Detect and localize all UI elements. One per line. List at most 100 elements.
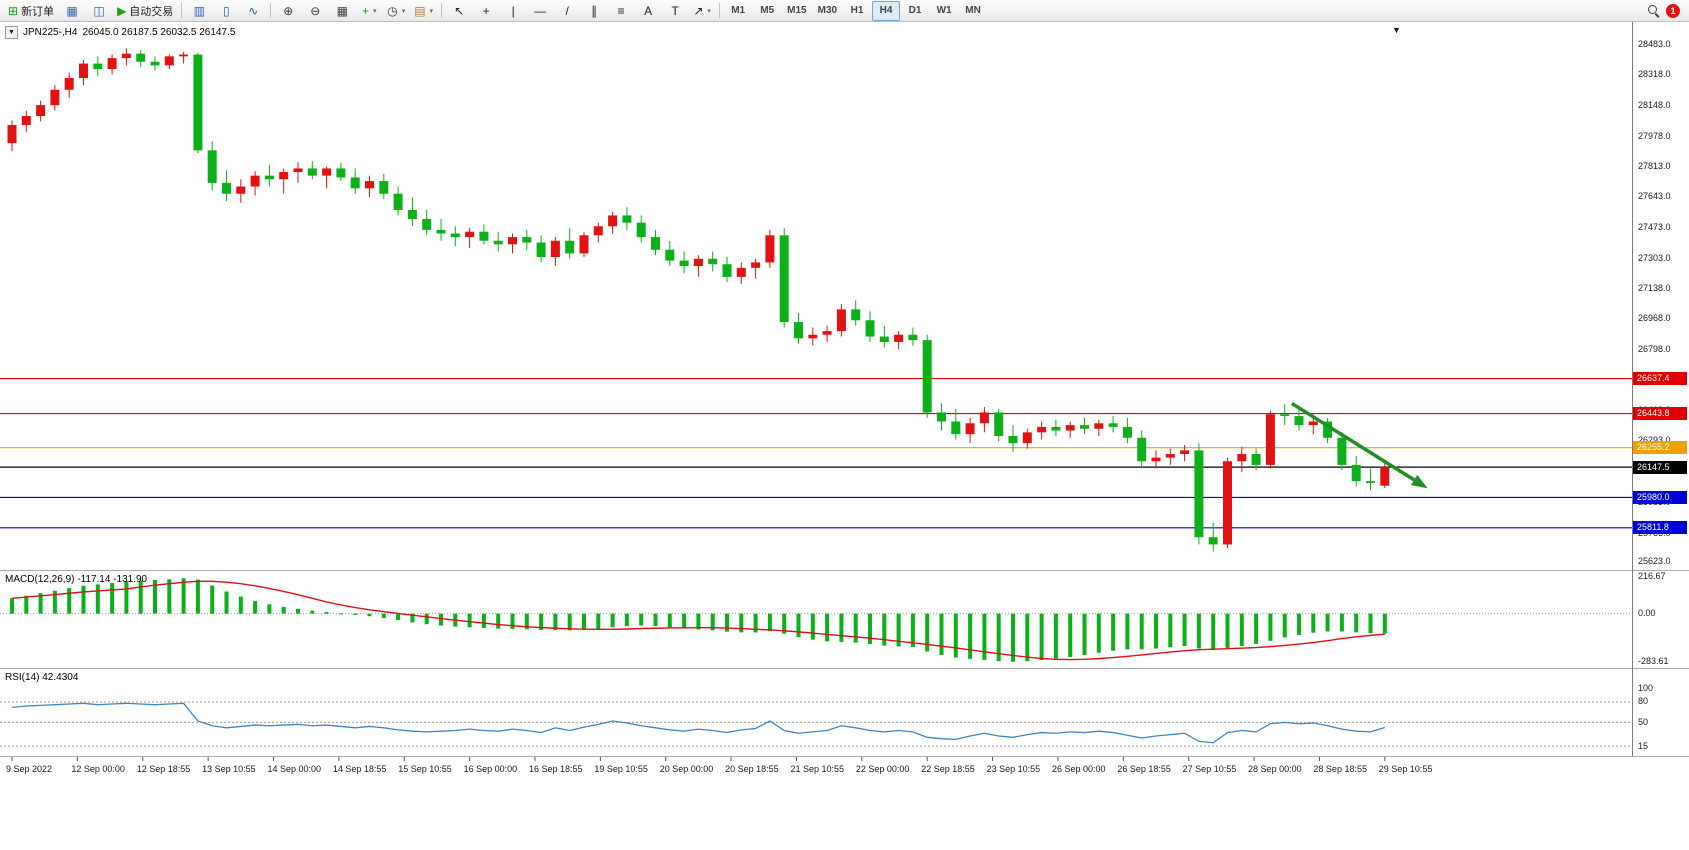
- line-chart-button[interactable]: ∿: [240, 1, 266, 21]
- macd-bar: [953, 613, 958, 658]
- zoom-out-button[interactable]: ⊖: [302, 1, 328, 21]
- crosshair-button[interactable]: +: [473, 1, 499, 21]
- macd-bar: [310, 610, 315, 614]
- candlestick-chart-button[interactable]: ▯: [213, 1, 239, 21]
- zoom-in-button[interactable]: ⊕: [275, 1, 301, 21]
- candle-body: [207, 150, 217, 183]
- one-click-collapse-button[interactable]: ▼: [5, 26, 18, 39]
- candle-body: [193, 54, 203, 151]
- macd-bar: [939, 613, 944, 655]
- symbol-period-label: JPN225-,H4: [23, 27, 78, 38]
- text-label-button[interactable]: T: [662, 1, 688, 21]
- candle-body: [493, 240, 503, 245]
- candle-body: [322, 168, 332, 176]
- macd-bar: [1039, 613, 1044, 661]
- candle-body: [1280, 414, 1290, 417]
- macd-bar: [539, 613, 544, 630]
- macd-bar: [1196, 613, 1201, 649]
- timeframe-d1-button[interactable]: D1: [908, 5, 922, 16]
- macd-bar: [467, 613, 472, 628]
- macd-bar: [167, 579, 172, 614]
- macd-bar: [982, 613, 987, 661]
- candle-body: [679, 260, 689, 267]
- indicators-button[interactable]: + ▾: [356, 1, 382, 21]
- candle-body: [693, 258, 703, 267]
- macd-bar: [1311, 613, 1316, 633]
- timeframe-m15-button[interactable]: M15: [787, 5, 807, 16]
- trend-arrow-head[interactable]: [1410, 474, 1428, 489]
- macd-bar: [1125, 613, 1130, 650]
- candle-body: [1080, 425, 1089, 429]
- macd-name: MACD(12,26,9): [5, 574, 75, 585]
- macd-bar: [639, 613, 644, 626]
- periods-button[interactable]: ◷ ▾: [383, 1, 409, 21]
- templates-button[interactable]: ▤ ▾: [410, 1, 437, 21]
- fibonacci-button[interactable]: ≡: [608, 1, 634, 21]
- candle-body: [922, 340, 932, 413]
- macd-bar: [1111, 613, 1116, 651]
- macd-bar: [725, 613, 729, 632]
- candle-body: [779, 235, 789, 323]
- macd-bar: [624, 613, 629, 627]
- candle-body: [279, 172, 289, 180]
- dropdown-arrow-icon: ▾: [429, 7, 434, 15]
- candle-body: [1137, 437, 1147, 462]
- timeframe-w1-button[interactable]: W1: [936, 5, 952, 16]
- profiles-button[interactable]: ◫: [86, 1, 112, 21]
- candle-body: [1337, 437, 1347, 465]
- rsi-line: [11, 702, 1385, 744]
- trendline-button[interactable]: /: [554, 1, 580, 21]
- candle-body: [1308, 421, 1318, 426]
- macd-bar: [410, 613, 415, 623]
- candle-body: [336, 168, 346, 178]
- timeframe-mn-button[interactable]: MN: [965, 5, 981, 16]
- macd-bar: [839, 613, 844, 642]
- timeframe-h4-button[interactable]: H4: [872, 0, 901, 21]
- zoom-out-icon: ⊖: [310, 3, 321, 18]
- bar-chart-button[interactable]: ▥: [186, 1, 212, 21]
- candle-body: [937, 412, 946, 422]
- horizontal-line-button[interactable]: —: [527, 1, 553, 21]
- macd-bar: [896, 613, 901, 647]
- candle-body: [150, 61, 160, 66]
- candle-body: [651, 237, 660, 250]
- candle-body: [365, 181, 374, 189]
- timeframe-h1-button[interactable]: H1: [850, 5, 864, 16]
- macd-bar: [968, 613, 973, 659]
- equidistant-channel-button[interactable]: ∥: [581, 1, 607, 21]
- timeframe-m1-button[interactable]: M1: [731, 5, 746, 16]
- notification-badge[interactable]: 1: [1666, 3, 1680, 18]
- macd-bar: [925, 613, 930, 652]
- new-chart-button[interactable]: ▦: [59, 1, 85, 21]
- macd-bar: [825, 613, 830, 642]
- candle-body: [808, 334, 818, 339]
- search-icon[interactable]: [1646, 3, 1661, 18]
- macd-bar: [767, 613, 772, 632]
- cursor-button[interactable]: ↖: [446, 1, 472, 21]
- arrows-button[interactable]: ↗ ▾: [689, 1, 715, 21]
- macd-bar: [1082, 613, 1087, 655]
- macd-bar: [496, 613, 501, 629]
- trend-arrow[interactable]: [1290, 401, 1416, 482]
- autotrading-button[interactable]: ▶ 自动交易: [113, 1, 177, 21]
- new-order-button[interactable]: ⊞ 新订单: [4, 1, 58, 21]
- timeframe-m5-button[interactable]: M5: [760, 5, 775, 16]
- candle-body: [1380, 467, 1390, 486]
- scroll-to-end-marker[interactable]: ▼: [1392, 25, 1401, 35]
- candle-body: [894, 334, 904, 342]
- candle-body: [1323, 421, 1333, 438]
- tile-windows-button[interactable]: ▦: [329, 1, 355, 21]
- text-button[interactable]: A: [635, 1, 661, 21]
- candle-body: [508, 237, 517, 245]
- timeframe-m30-button[interactable]: M30: [817, 5, 838, 16]
- rsi-value: 42.4304: [42, 672, 79, 683]
- autotrading-icon: ▶: [117, 3, 127, 18]
- candle-body: [736, 267, 746, 277]
- macd-bar: [796, 613, 801, 638]
- new-chart-icon: ▦: [66, 3, 78, 18]
- macd-bar: [853, 613, 858, 643]
- macd-bar: [524, 613, 529, 630]
- vertical-line-button[interactable]: |: [500, 1, 526, 21]
- macd-bar: [110, 583, 115, 614]
